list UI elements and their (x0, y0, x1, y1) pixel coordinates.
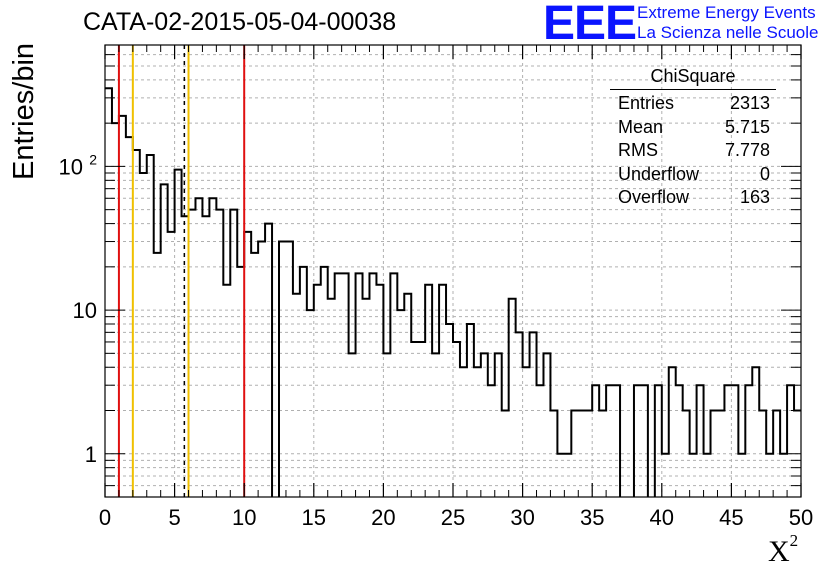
y-tick-exponent: 2 (89, 151, 97, 167)
x-tick-label: 30 (510, 505, 534, 530)
x-tick-label: 40 (650, 505, 674, 530)
x-tick-label: 10 (232, 505, 256, 530)
histogram-line (105, 87, 801, 497)
x-tick-label: 15 (302, 505, 326, 530)
grid-lines (105, 45, 801, 497)
marker-lines (117, 45, 246, 497)
x-tick-label: 50 (789, 505, 813, 530)
stats-row: RMS 7.778 (618, 140, 770, 160)
x-tick-label: 35 (580, 505, 604, 530)
y-tick-label: 10 (59, 154, 83, 179)
x-axis-label: X2 (768, 531, 799, 568)
stats-box: ChiSquare Entries 2313 Mean 5.715 RMS 7.778… (610, 66, 776, 210)
axes: 0 5 10 15 20 25 30 35 40 45 50 1 10 10 2 (59, 44, 813, 530)
stats-row: Overflow 163 (618, 187, 770, 207)
x-tick-label: 5 (168, 505, 180, 530)
chart-title: CATA-02-2015-05-04-00038 (83, 8, 397, 36)
stats-title: ChiSquare (610, 66, 776, 90)
y-tick-label: 10 (73, 298, 97, 323)
logo-line-2: La Scienza nelle Scuole (637, 23, 819, 42)
stats-row: Entries 2313 (618, 93, 770, 113)
y-tick-label: 1 (85, 442, 97, 467)
stats-row: Mean 5.715 (618, 116, 770, 137)
x-tick-label: 20 (371, 505, 395, 530)
logo-line-1: Extreme Energy Events (637, 3, 816, 22)
x-tick-label: 0 (99, 505, 111, 530)
x-tick-label: 25 (441, 505, 465, 530)
x-tick-label: 45 (719, 505, 743, 530)
y-axis-label: Entries/bin (8, 42, 40, 180)
histogram-series (105, 87, 801, 497)
stats-row: Underflow 0 (618, 163, 770, 184)
eee-logo: EEE (543, 0, 637, 50)
